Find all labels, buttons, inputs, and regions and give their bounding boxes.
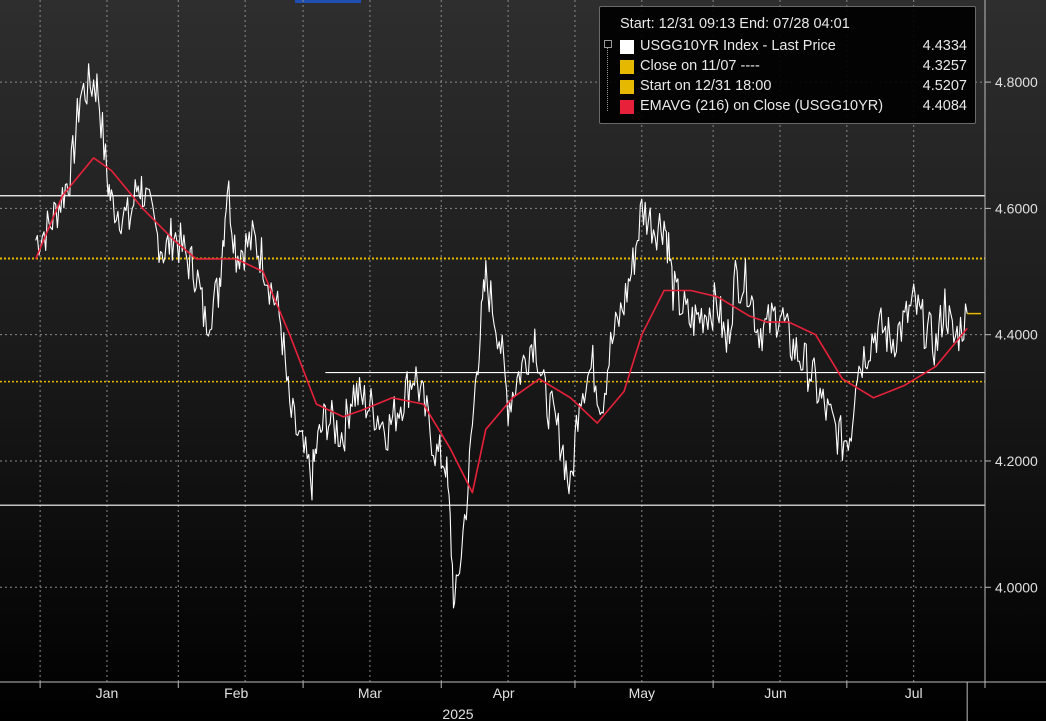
legend-box[interactable]: Start: 12/31 09:13 End: 07/28 04:01 USGG… xyxy=(599,6,976,124)
y-tick-label: 4.4000 xyxy=(995,327,1038,343)
x-month-label: Jun xyxy=(764,685,787,701)
legend-value-ema: 4.4084 xyxy=(922,98,967,114)
legend-row-start[interactable]: Start on 12/31 18:00 4.5207 xyxy=(620,77,967,96)
legend-label-start: Start on 12/31 18:00 xyxy=(640,78,772,94)
x-month-label: May xyxy=(629,685,655,701)
legend-label-close: Close on 11/07 ---- xyxy=(640,58,760,74)
x-month-label: Mar xyxy=(358,685,382,701)
x-month-label: Jul xyxy=(905,685,923,701)
ema-series-line xyxy=(34,157,968,494)
legend-label-price: USGG10YR Index - Last Price xyxy=(640,38,836,54)
grid-layer xyxy=(0,0,985,682)
level-layer xyxy=(0,195,985,506)
top-tab-indicator[interactable] xyxy=(295,0,361,3)
legend-value-close: 4.3257 xyxy=(922,58,967,74)
collapse-icon[interactable] xyxy=(604,40,612,48)
legend-swatch-close xyxy=(620,60,634,74)
legend-row-ema[interactable]: EMAVG (216) on Close (USGG10YR) 4.4084 xyxy=(620,97,967,116)
legend-value-price: 4.4334 xyxy=(922,38,967,54)
y-tick-label: 4.6000 xyxy=(995,200,1038,216)
legend-swatch-price xyxy=(620,40,634,54)
y-tick-label: 4.0000 xyxy=(995,579,1038,595)
legend-label-ema: EMAVG (216) on Close (USGG10YR) xyxy=(640,98,884,114)
price-series-line xyxy=(35,63,968,609)
legend-row-price[interactable]: USGG10YR Index - Last Price 4.4334 xyxy=(620,37,967,56)
legend-swatch-start xyxy=(620,80,634,94)
x-month-label: Jan xyxy=(96,685,119,701)
legend-tree-line xyxy=(607,43,616,111)
x-year-label: 2025 xyxy=(442,706,473,721)
legend-value-start: 4.5207 xyxy=(922,78,967,94)
series-layer xyxy=(34,63,981,609)
y-tick-label: 4.8000 xyxy=(995,74,1038,90)
y-tick-label: 4.2000 xyxy=(995,453,1038,469)
legend-swatch-ema xyxy=(620,100,634,114)
x-month-label: Feb xyxy=(224,685,248,701)
legend-date-range: Start: 12/31 09:13 End: 07/28 04:01 xyxy=(620,16,850,32)
legend-row-close[interactable]: Close on 11/07 ---- 4.3257 xyxy=(620,57,967,76)
x-month-label: Apr xyxy=(493,685,515,701)
